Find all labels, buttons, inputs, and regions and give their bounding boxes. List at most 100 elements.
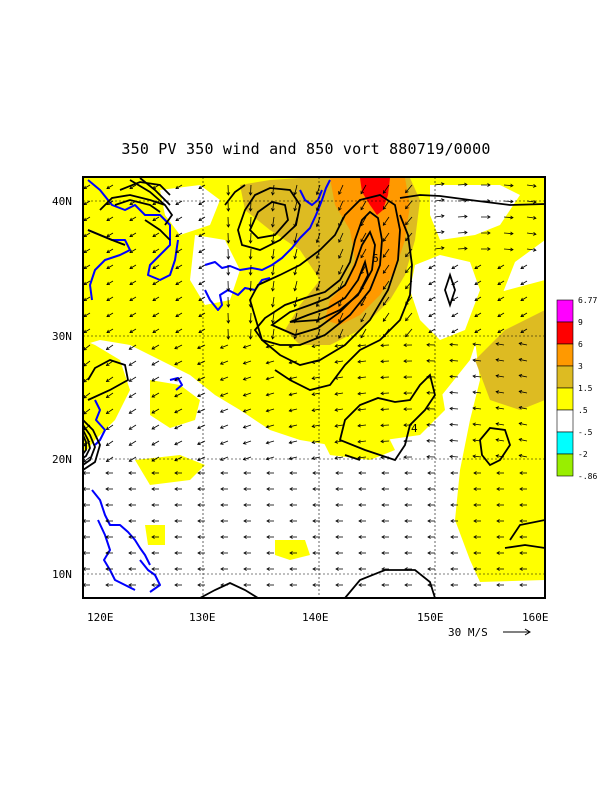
wind-arrow-head: [106, 329, 111, 334]
wind-arrow-head: [382, 334, 387, 338]
wind-arrow: [338, 200, 344, 211]
wind-arrow-head: [312, 503, 316, 507]
wind-arrow: [382, 184, 390, 194]
wind-arrow: [250, 200, 252, 212]
wind-arrow-head: [382, 254, 387, 258]
wind-arrow: [129, 424, 137, 430]
wind-arrow-head: [496, 487, 500, 491]
wind-arrow: [198, 296, 206, 301]
x-tick-label: 130E: [189, 611, 216, 624]
wind-arrow-head: [312, 583, 316, 587]
wind-arrow-head: [151, 426, 156, 430]
wind-arrow-head: [105, 378, 110, 383]
wind-arrow: [198, 312, 206, 317]
wind-arrow: [503, 216, 514, 219]
wind-arrow-head: [335, 583, 339, 587]
wind-arrow-head: [312, 551, 316, 555]
wind-arrow: [382, 328, 390, 338]
wind-arrow-head: [83, 503, 86, 507]
wind-arrow-head: [472, 374, 476, 379]
wind-arrow-head: [197, 345, 201, 350]
wind-arrow-head: [357, 343, 361, 348]
wind-arrow-head: [450, 567, 454, 571]
wind-arrow: [449, 455, 459, 458]
wind-arrow: [250, 216, 252, 228]
wind-arrow-head: [152, 233, 157, 238]
wind-arrow: [294, 200, 298, 211]
wind-arrow-head: [242, 457, 247, 461]
wind-arrow: [220, 408, 229, 413]
wind-arrow: [335, 424, 344, 427]
wind-arrow-head: [198, 265, 203, 270]
wind-arrow: [405, 184, 413, 193]
wind-arrow-head: [338, 319, 342, 323]
wind-arrow-head: [175, 201, 180, 206]
wind-arrow: [289, 440, 298, 444]
wind-arrow-head: [315, 239, 320, 244]
colorbar-label: -2: [578, 450, 588, 459]
wind-arrow-head: [441, 246, 445, 250]
wind-arrow-head: [382, 286, 387, 290]
wind-arrow: [294, 312, 298, 323]
wind-arrow-head: [315, 207, 320, 212]
wind-arrow: [405, 280, 413, 289]
wind-arrow-head: [220, 519, 224, 523]
wind-arrow-head: [266, 519, 270, 523]
wind-arrow-head: [226, 304, 231, 308]
wind-arrow: [106, 408, 114, 414]
wind-arrow: [250, 184, 252, 196]
wind-arrow: [272, 328, 275, 339]
colorbar-swatch: [556, 321, 574, 345]
wind-arrow: [175, 264, 183, 269]
wind-arrow: [152, 184, 160, 189]
wind-arrow-head: [128, 410, 133, 414]
wind-arrow-head: [175, 329, 180, 334]
wind-arrow: [272, 312, 275, 323]
wind-arrow: [335, 456, 344, 459]
wind-arrow-head: [248, 320, 253, 324]
wind-arrow-head: [105, 567, 109, 571]
wind-arrow: [83, 312, 91, 317]
wind-arrow-head: [174, 551, 178, 555]
wind-arrow-head: [464, 230, 468, 235]
wind-arrow-head: [174, 519, 178, 523]
wind-arrow: [382, 264, 390, 274]
wind-arrow-head: [472, 454, 476, 459]
wind-arrow-head: [335, 567, 339, 571]
wind-arrow-head: [473, 551, 477, 555]
wind-arrow-head: [472, 358, 476, 363]
wind-arrow-head: [495, 406, 500, 410]
wind-arrow-head: [312, 567, 316, 571]
wind-arrow-head: [360, 238, 364, 243]
wind-arrow: [220, 376, 229, 381]
wind-arrow-head: [152, 281, 157, 286]
wind-arrow-head: [450, 583, 454, 587]
wind-arrow-head: [532, 184, 537, 188]
wind-arrow-head: [496, 535, 500, 539]
x-tick-label: 140E: [302, 611, 329, 624]
wind-arrow: [316, 216, 321, 227]
wind-arrow-head: [175, 297, 180, 302]
wind-arrow: [152, 232, 160, 237]
wind-arrow-head: [219, 409, 224, 413]
wind-arrow: [338, 312, 344, 323]
wind-arrow: [106, 424, 114, 430]
wind-arrow-head: [403, 359, 407, 363]
wind-arrow: [360, 200, 367, 210]
wind-arrow: [83, 232, 91, 237]
wind-arrow-head: [293, 207, 298, 212]
wind-arrow-head: [151, 394, 156, 398]
wind-arrow: [294, 280, 298, 291]
wind-arrow-head: [152, 313, 157, 318]
map-frame: [82, 176, 546, 599]
wind-arrow: [503, 232, 514, 235]
wind-arrow-head: [487, 199, 491, 203]
wind-arrow-head: [226, 240, 231, 244]
wind-arrow: [198, 328, 206, 333]
wind-arrow-head: [129, 217, 134, 222]
wind-arrow: [316, 296, 321, 307]
wind-arrow-head: [266, 567, 270, 571]
colorbar-label: .5: [578, 406, 588, 415]
wind-arrow-head: [293, 303, 298, 308]
wind-arrow-head: [520, 313, 525, 318]
